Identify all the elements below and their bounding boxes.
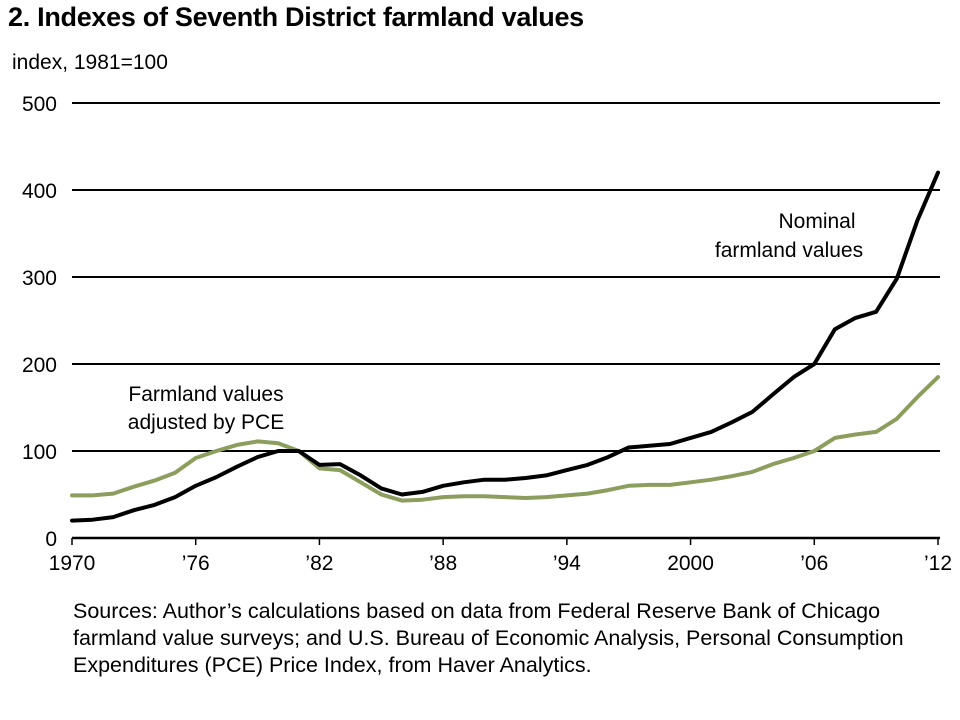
x-tick-label-2000: 2000 [667, 552, 714, 575]
y-tick-label-200: 200 [22, 354, 57, 377]
y-axis-label: index, 1981=100 [12, 51, 168, 74]
annotation-pce-line-2: adjusted by PCE [128, 411, 284, 434]
y-tick-label-300: 300 [22, 267, 57, 290]
y-tick-label-500: 500 [22, 93, 57, 116]
annotation-nominal-line-2: farmland values [715, 239, 863, 262]
y-tick-label-400: 400 [22, 180, 57, 203]
x-tick-label-2012: ’12 [924, 552, 952, 575]
chart-title: 2. Indexes of Seventh District farmland … [8, 2, 584, 32]
y-tick-label-0: 0 [45, 528, 57, 551]
series-lines [70, 170, 940, 523]
series-line-nominal [70, 170, 940, 523]
source-note: Sources: Author’s calculations based on … [73, 599, 904, 677]
x-tick-label-1982: ’82 [305, 552, 333, 575]
series-line-pce-adjusted [70, 375, 940, 503]
annotation-pce-line-1: Farmland values [128, 383, 283, 406]
x-tick-label-2006: ’06 [800, 552, 828, 575]
annotation-nominal-line-1: Nominal [778, 210, 855, 233]
x-tick-label-1994: ’94 [553, 552, 581, 575]
line-chart: index, 1981=100 0 100 200 300 400 500 1970 ’76… [12, 51, 952, 575]
x-tick-label-1988: ’88 [429, 552, 457, 575]
y-tick-label-100: 100 [22, 441, 57, 464]
x-tick-label-1970: 1970 [49, 552, 96, 575]
x-tick-label-1976: ’76 [182, 552, 210, 575]
series-annotations: Nominal farmland values Farmland values … [128, 210, 863, 434]
x-tick-labels: 1970 ’76 ’82 ’88 ’94 2000 ’06 ’12 [49, 552, 952, 575]
y-tick-labels: 0 100 200 300 400 500 [22, 93, 57, 551]
